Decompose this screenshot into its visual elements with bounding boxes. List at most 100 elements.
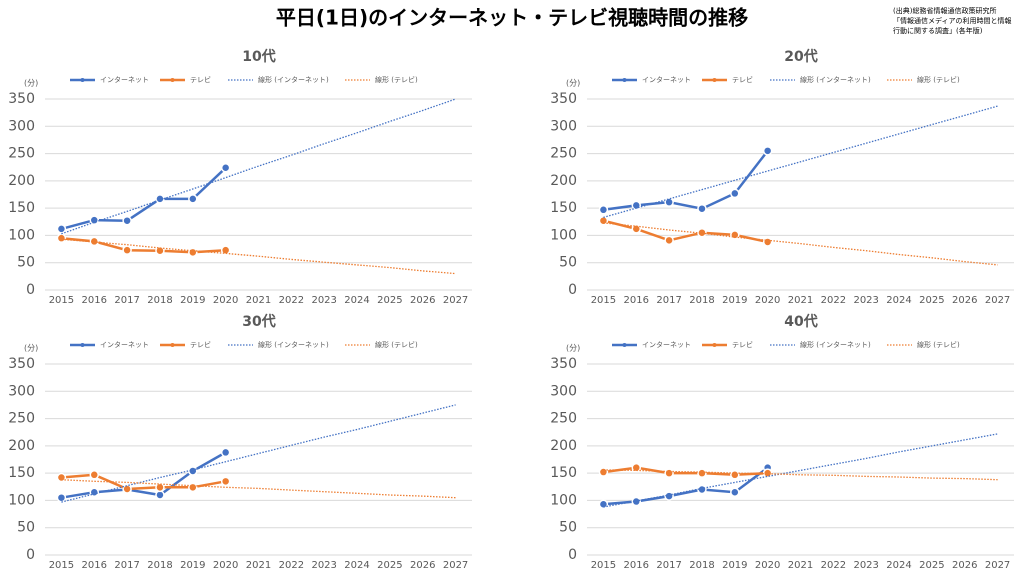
legend-marker <box>712 343 717 347</box>
x-tick-label: 2015 <box>49 560 74 571</box>
x-tick-label: 2017 <box>656 295 681 306</box>
series-line <box>61 236 226 254</box>
y-tick-label: 350 <box>8 91 35 107</box>
x-tick-label: 2024 <box>886 295 911 306</box>
legend-label: テレビ <box>732 75 753 84</box>
x-tick-label: 2024 <box>344 560 369 571</box>
data-point <box>762 237 773 247</box>
y-tick-label: 350 <box>550 91 577 107</box>
data-point <box>664 235 674 246</box>
y-tick-label: 300 <box>8 118 35 134</box>
legend-label: テレビ <box>732 340 753 349</box>
series-line <box>603 466 768 477</box>
y-tick-label: 300 <box>550 383 577 399</box>
source-line: 行動に関する調査」(各年版) <box>893 26 983 35</box>
series-line <box>61 166 227 231</box>
x-tick-label: 2017 <box>656 560 681 571</box>
x-tick-label: 2023 <box>311 560 336 571</box>
x-tick-label: 2027 <box>443 295 468 306</box>
legend-label: 線形 (テレビ) <box>917 340 960 349</box>
data-point <box>188 247 198 258</box>
chart-title: 30代 <box>242 313 275 330</box>
legend-label: インターネット <box>100 75 149 84</box>
series-line <box>61 98 456 235</box>
legend-label: テレビ <box>190 340 211 349</box>
data-point <box>664 197 674 207</box>
x-tick-label: 2026 <box>952 295 977 306</box>
y-axis-label: (分) <box>566 344 580 353</box>
x-tick-label: 2018 <box>147 560 172 571</box>
x-tick-label: 2020 <box>755 295 780 306</box>
page-title: 平日(1日)のインターネット・テレビ視聴時間の推移 <box>276 6 748 30</box>
legend-label: 線形 (テレビ) <box>375 340 418 349</box>
series-line <box>61 238 456 275</box>
x-tick-label: 2027 <box>443 560 468 571</box>
y-tick-label: 50 <box>17 255 35 271</box>
legend-label: 線形 (テレビ) <box>375 75 418 84</box>
y-tick-label: 50 <box>17 520 35 536</box>
y-tick-label: 0 <box>568 547 577 563</box>
y-tick-label: 300 <box>8 383 35 399</box>
x-tick-label: 2027 <box>985 560 1010 571</box>
y-tick-label: 300 <box>550 118 577 134</box>
data-point <box>762 146 773 156</box>
data-point <box>122 484 132 494</box>
y-tick-label: 100 <box>550 492 577 508</box>
x-tick-label: 2022 <box>821 560 846 571</box>
legend-marker <box>170 343 175 347</box>
legend-marker <box>712 78 717 82</box>
series-line <box>61 404 456 503</box>
x-tick-label: 2019 <box>722 295 747 306</box>
chart-title: 40代 <box>784 313 817 330</box>
y-tick-label: 0 <box>26 547 35 563</box>
data-point <box>730 188 740 199</box>
series-line <box>603 433 998 508</box>
y-tick-label: 150 <box>550 200 577 216</box>
y-tick-label: 100 <box>550 227 577 243</box>
data-point <box>89 470 100 480</box>
x-tick-label: 2021 <box>788 560 813 571</box>
y-tick-label: 200 <box>8 438 35 454</box>
source-line: (出典)総務省情報通信政策研究所 <box>893 6 996 15</box>
y-tick-label: 100 <box>8 492 35 508</box>
x-tick-label: 2027 <box>985 295 1010 306</box>
data-point <box>56 224 67 234</box>
data-point <box>598 499 609 509</box>
y-tick-label: 200 <box>550 173 577 189</box>
legend-marker <box>170 78 175 82</box>
x-tick-label: 2016 <box>624 295 649 306</box>
y-tick-label: 150 <box>8 200 35 216</box>
legend-label: インターネット <box>100 340 149 349</box>
data-point <box>664 468 674 478</box>
legend-label: インターネット <box>642 340 691 349</box>
data-point <box>631 224 642 234</box>
y-axis-label: (分) <box>24 344 38 353</box>
series-line <box>603 222 998 266</box>
x-tick-label: 2015 <box>591 560 616 571</box>
data-point <box>220 476 231 487</box>
data-point <box>697 468 707 478</box>
data-point <box>155 482 165 493</box>
data-point <box>89 215 100 225</box>
x-tick-label: 2021 <box>246 560 271 571</box>
chart-title: 20代 <box>784 48 817 65</box>
x-tick-label: 2026 <box>410 295 435 306</box>
x-tick-label: 2023 <box>311 295 336 306</box>
legend-label: 線形 (インターネット) <box>800 75 871 84</box>
x-tick-label: 2019 <box>180 295 205 306</box>
data-point <box>664 491 674 501</box>
x-tick-label: 2021 <box>246 295 271 306</box>
data-point <box>220 447 231 458</box>
data-point <box>220 163 231 173</box>
data-point <box>598 467 609 477</box>
data-point <box>155 490 165 500</box>
y-tick-label: 50 <box>559 520 577 536</box>
y-axis-label: (分) <box>566 79 580 88</box>
data-point <box>122 215 132 226</box>
x-tick-label: 2024 <box>344 295 369 306</box>
x-tick-label: 2020 <box>213 295 238 306</box>
x-tick-label: 2025 <box>919 560 944 571</box>
x-tick-label: 2019 <box>722 560 747 571</box>
data-point <box>89 236 100 247</box>
data-point <box>56 233 67 243</box>
